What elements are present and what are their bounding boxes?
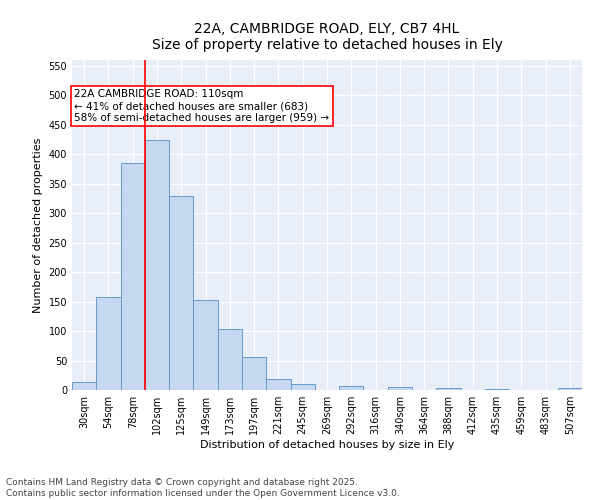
- X-axis label: Distribution of detached houses by size in Ely: Distribution of detached houses by size …: [200, 440, 454, 450]
- Bar: [436, 388, 461, 390]
- Bar: [96, 298, 121, 390]
- Bar: [290, 384, 315, 390]
- Bar: [388, 387, 412, 390]
- Bar: [266, 379, 290, 390]
- Bar: [193, 300, 218, 390]
- Bar: [558, 388, 582, 390]
- Bar: [145, 140, 169, 390]
- Bar: [218, 330, 242, 390]
- Bar: [121, 163, 145, 390]
- Y-axis label: Number of detached properties: Number of detached properties: [33, 138, 43, 312]
- Bar: [169, 196, 193, 390]
- Text: Contains HM Land Registry data © Crown copyright and database right 2025.
Contai: Contains HM Land Registry data © Crown c…: [6, 478, 400, 498]
- Title: 22A, CAMBRIDGE ROAD, ELY, CB7 4HL
Size of property relative to detached houses i: 22A, CAMBRIDGE ROAD, ELY, CB7 4HL Size o…: [152, 22, 502, 52]
- Bar: [72, 382, 96, 390]
- Text: 22A CAMBRIDGE ROAD: 110sqm
← 41% of detached houses are smaller (683)
58% of sem: 22A CAMBRIDGE ROAD: 110sqm ← 41% of deta…: [74, 90, 329, 122]
- Bar: [242, 357, 266, 390]
- Bar: [339, 386, 364, 390]
